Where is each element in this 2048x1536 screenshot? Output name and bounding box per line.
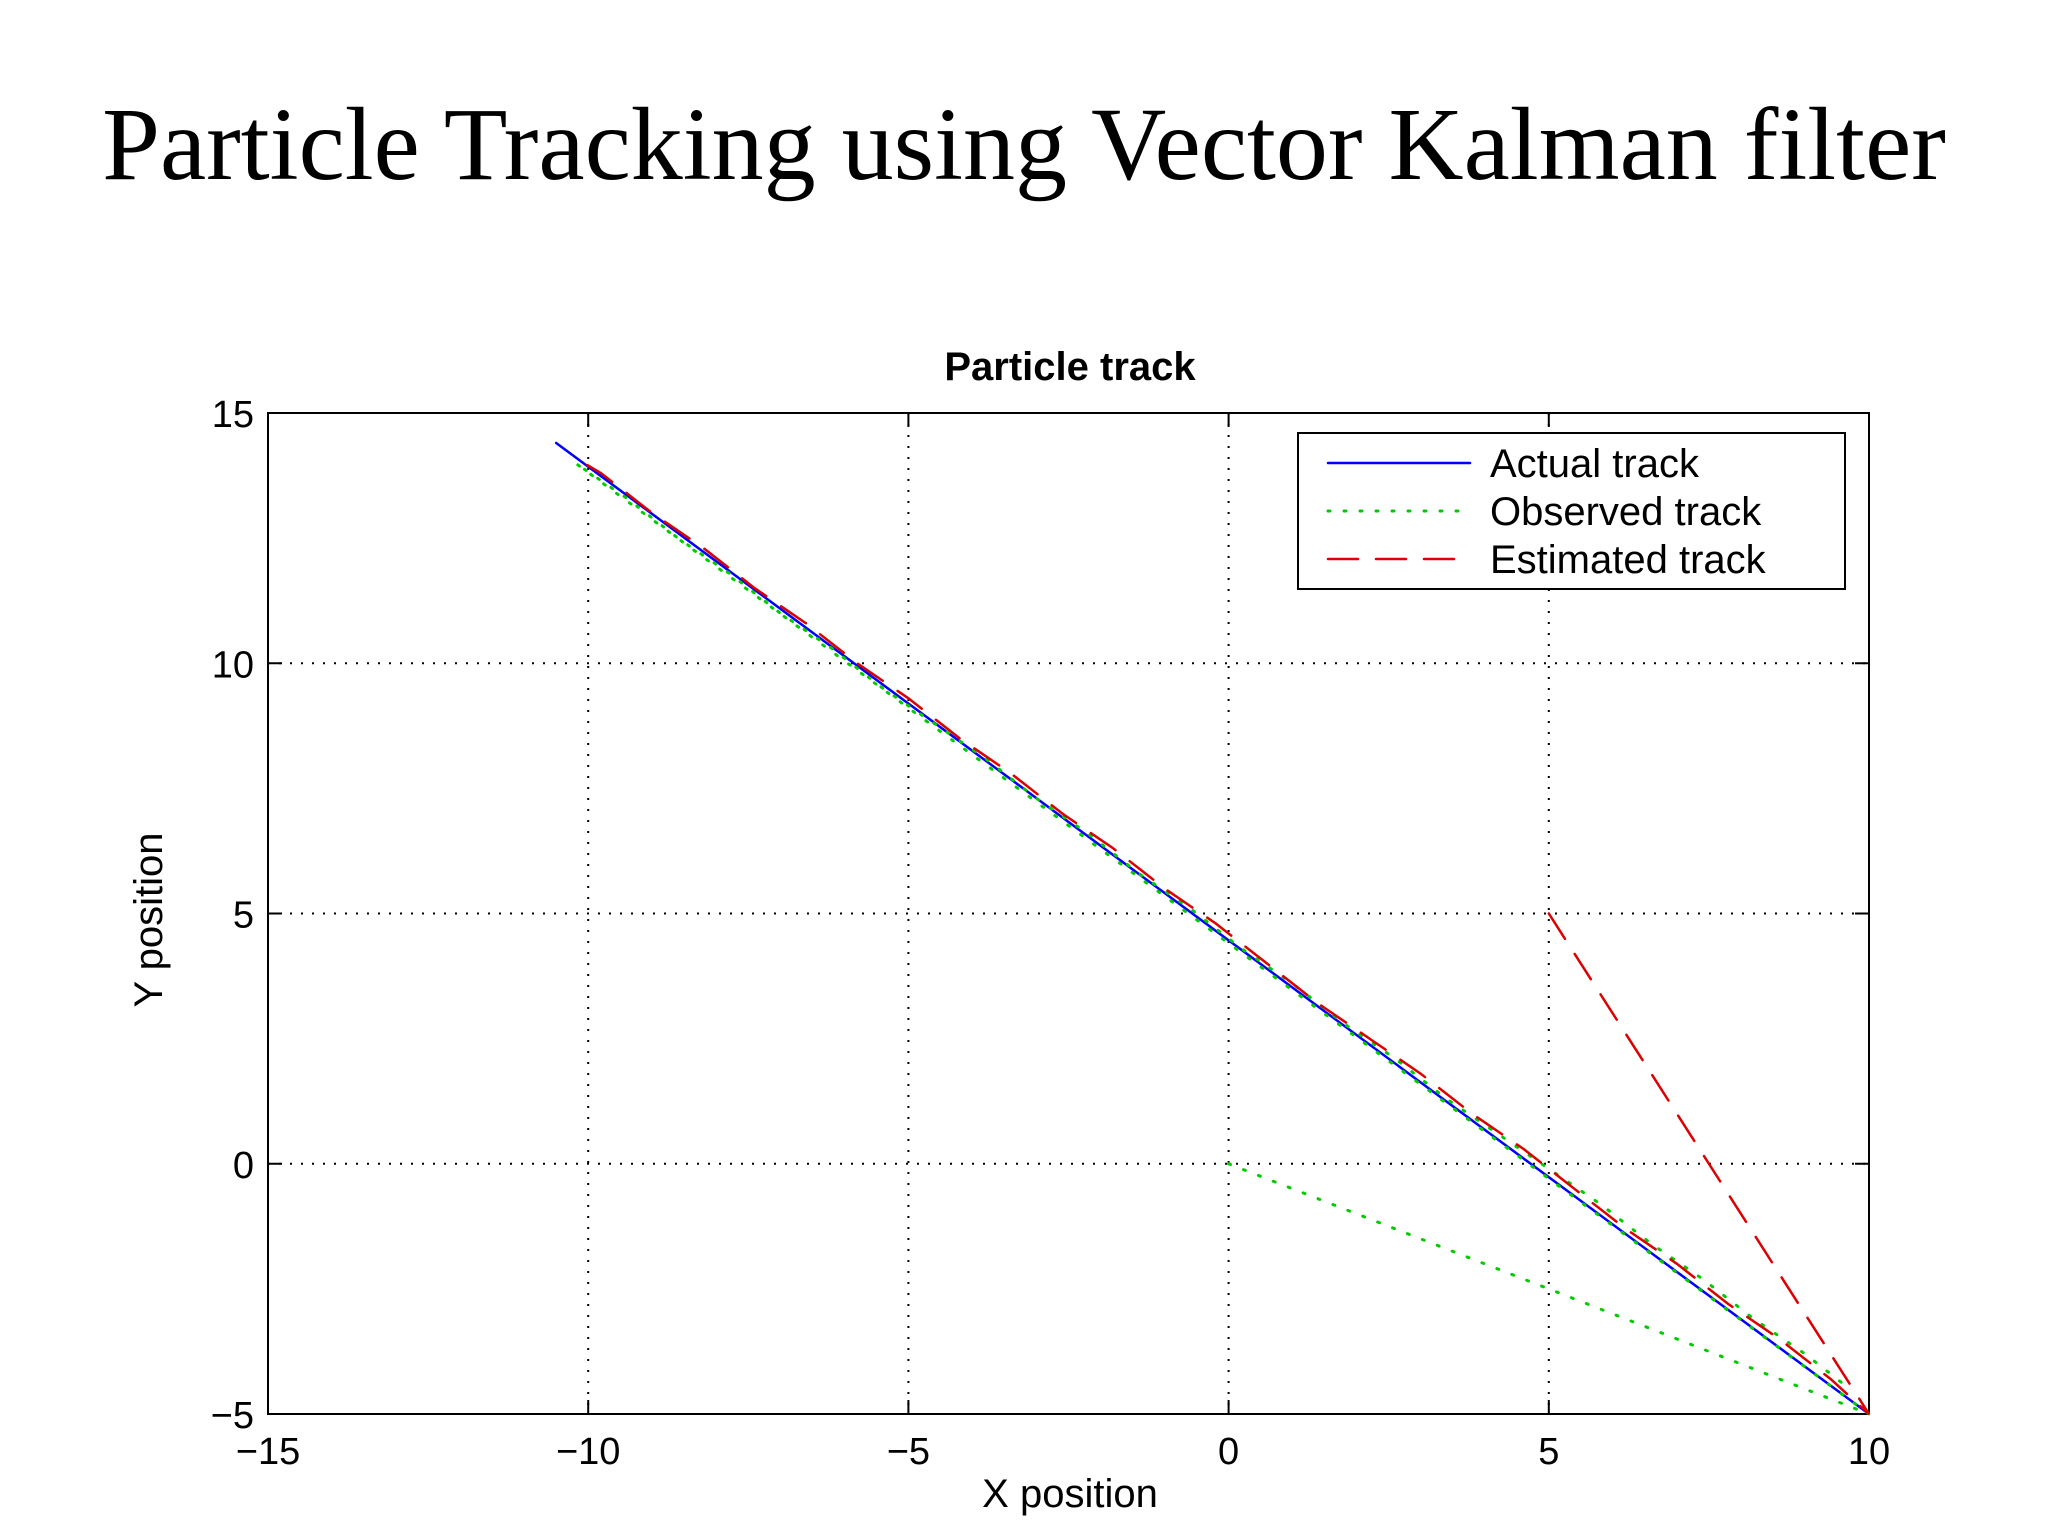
x-tick-label: 10	[1848, 1431, 1890, 1473]
legend-box	[1297, 432, 1846, 590]
x-tick-label: −10	[556, 1431, 620, 1473]
x-tick-label: −5	[887, 1431, 930, 1473]
y-tick-label: 10	[212, 644, 254, 686]
y-axis-label: Y position	[127, 833, 171, 1008]
axis-ticks: −15 −10 −5 0 5 10 −5 0 5 10 15	[211, 394, 1890, 1473]
chart-title: Particle track	[944, 345, 1196, 389]
y-tick-label: −5	[211, 1395, 254, 1437]
legend-label-2: Observed track	[1490, 490, 1762, 534]
series-line-2	[574, 461, 1870, 1416]
y-tick-label: 5	[233, 895, 254, 937]
x-tick-label: −15	[236, 1431, 300, 1473]
x-axis-label: X position	[982, 1472, 1158, 1516]
legend-label-1: Actual track	[1490, 442, 1700, 486]
x-tick-label: 0	[1218, 1431, 1239, 1473]
series-layer	[554, 441, 1871, 1416]
x-tick-label: 5	[1538, 1431, 1559, 1473]
series-line-3	[574, 456, 1871, 1415]
legend-label-3: Estimated track	[1490, 538, 1767, 582]
slide-title: Particle Tracking using Vector Kalman fi…	[102, 87, 1946, 202]
y-tick-label: 15	[212, 394, 254, 436]
y-tick-label: 0	[233, 1145, 254, 1187]
